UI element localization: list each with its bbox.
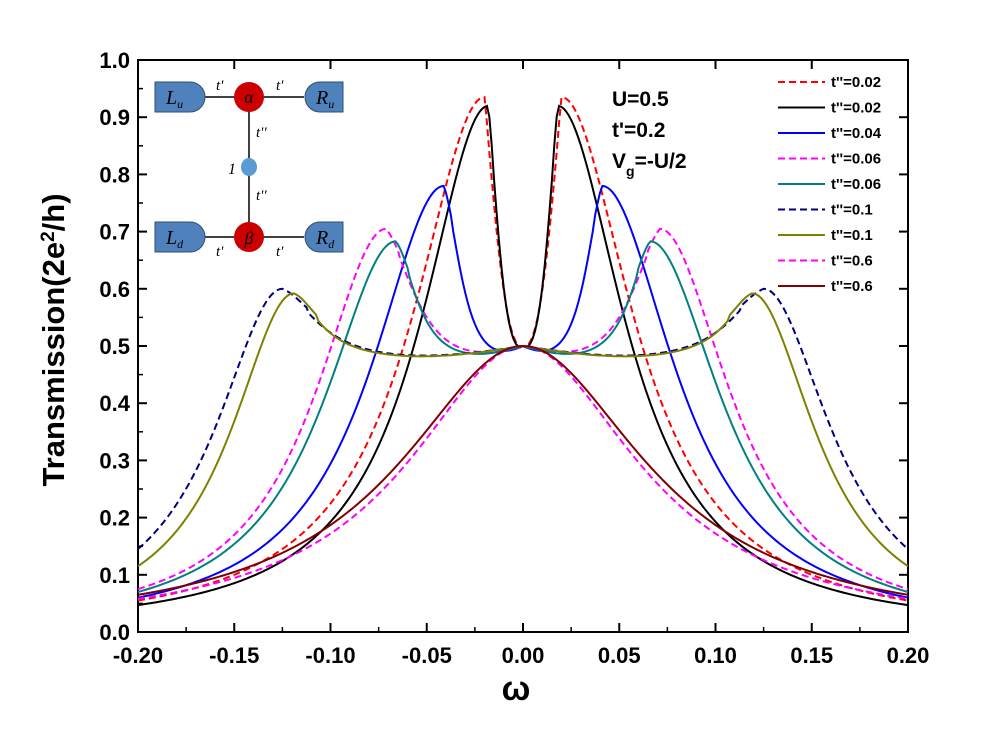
lead-ru-label: Ru xyxy=(315,87,334,111)
lead-lu-label: Lu xyxy=(165,87,183,111)
tdoubleprime-label-upper: t'' xyxy=(256,125,267,141)
y-tick-label: 0.6 xyxy=(99,277,130,302)
y-tick-label: 0.4 xyxy=(99,391,130,416)
lead-rd-icon xyxy=(304,221,344,253)
x-tick-label: 0.10 xyxy=(694,643,737,668)
legend: t''=0.02 t''=0.02 t''=0.04 t''=0.06 t''=0.06… xyxy=(778,74,882,295)
x-tick-label: 0.20 xyxy=(887,643,930,668)
series-line xyxy=(137,287,909,550)
series-line xyxy=(137,344,909,596)
x-tick-label: -0.15 xyxy=(209,643,259,668)
lead-rd-label: Rd xyxy=(315,227,335,251)
side-dot-icon xyxy=(241,158,257,176)
tdoubleprime-label-lower: t'' xyxy=(256,188,267,204)
lead-ld-icon xyxy=(154,221,206,253)
series-line xyxy=(137,104,909,607)
series-line xyxy=(137,227,909,591)
ticks-layer: -0.20 -0.15 -0.10 -0.05 0.00 0.05 0.10 0.15 0.20… xyxy=(99,48,929,668)
y-tick-label: 0.2 xyxy=(99,506,130,531)
y-tick-label: 0.0 xyxy=(99,620,130,645)
y-tick-label: 0.9 xyxy=(99,105,130,130)
legend-label: t''=0.6 xyxy=(831,278,873,295)
legend-label: t''=0.06 xyxy=(831,176,881,193)
legend-label: t''=0.6 xyxy=(831,253,873,270)
y-axis-title: Transmission(2e2/h) xyxy=(36,193,71,486)
legend-label: t''=0.1 xyxy=(831,202,873,219)
legend-label: t''=0.1 xyxy=(831,227,873,244)
tprime-label-ur: t' xyxy=(276,78,284,94)
tprime-label-ul: t' xyxy=(216,78,224,94)
param-tprime: t'=0.2 xyxy=(612,119,665,142)
inset-schematic: Lu Ru Ld Rd α β t' t' t' t' t'' t'' 1 xyxy=(154,78,344,260)
legend-label: t''=0.06 xyxy=(831,151,881,168)
y-tick-label: 0.7 xyxy=(99,220,130,245)
dot-alpha-icon xyxy=(234,82,264,112)
lead-ru-icon xyxy=(304,81,344,113)
tprime-label-lr: t' xyxy=(276,244,284,260)
series-line xyxy=(137,240,909,593)
tprime-label-ll: t' xyxy=(216,244,224,260)
curves-layer xyxy=(137,96,909,607)
y-tick-label: 0.5 xyxy=(99,334,130,359)
legend-label: t''=0.04 xyxy=(831,125,882,142)
param-u: U=0.5 xyxy=(612,88,669,111)
legend-label: t''=0.02 xyxy=(831,100,881,117)
legend-label: t''=0.02 xyxy=(831,74,881,91)
x-tick-label: 0.15 xyxy=(790,643,833,668)
dot-beta-icon xyxy=(234,222,264,252)
y-tick-label: 0.3 xyxy=(99,448,130,473)
alpha-label: α xyxy=(244,87,254,107)
x-tick-label: -0.05 xyxy=(402,643,452,668)
x-axis-title: ω xyxy=(502,670,531,708)
series-line xyxy=(137,344,909,600)
x-tick-label: 0.00 xyxy=(502,643,545,668)
x-tick-label: -0.20 xyxy=(113,643,163,668)
lead-ld-label: Ld xyxy=(165,227,184,251)
x-tick-label: -0.10 xyxy=(305,643,355,668)
y-tick-label: 1.0 xyxy=(99,48,130,73)
x-tick-label: 0.05 xyxy=(598,643,641,668)
param-vg: Vg=-U/2 xyxy=(612,150,687,179)
y-tick-label: 0.1 xyxy=(99,563,130,588)
side-dot-label: 1 xyxy=(228,161,236,178)
y-tick-label: 0.8 xyxy=(99,162,130,187)
lead-lu-icon xyxy=(154,81,206,113)
beta-label: β xyxy=(244,228,254,248)
